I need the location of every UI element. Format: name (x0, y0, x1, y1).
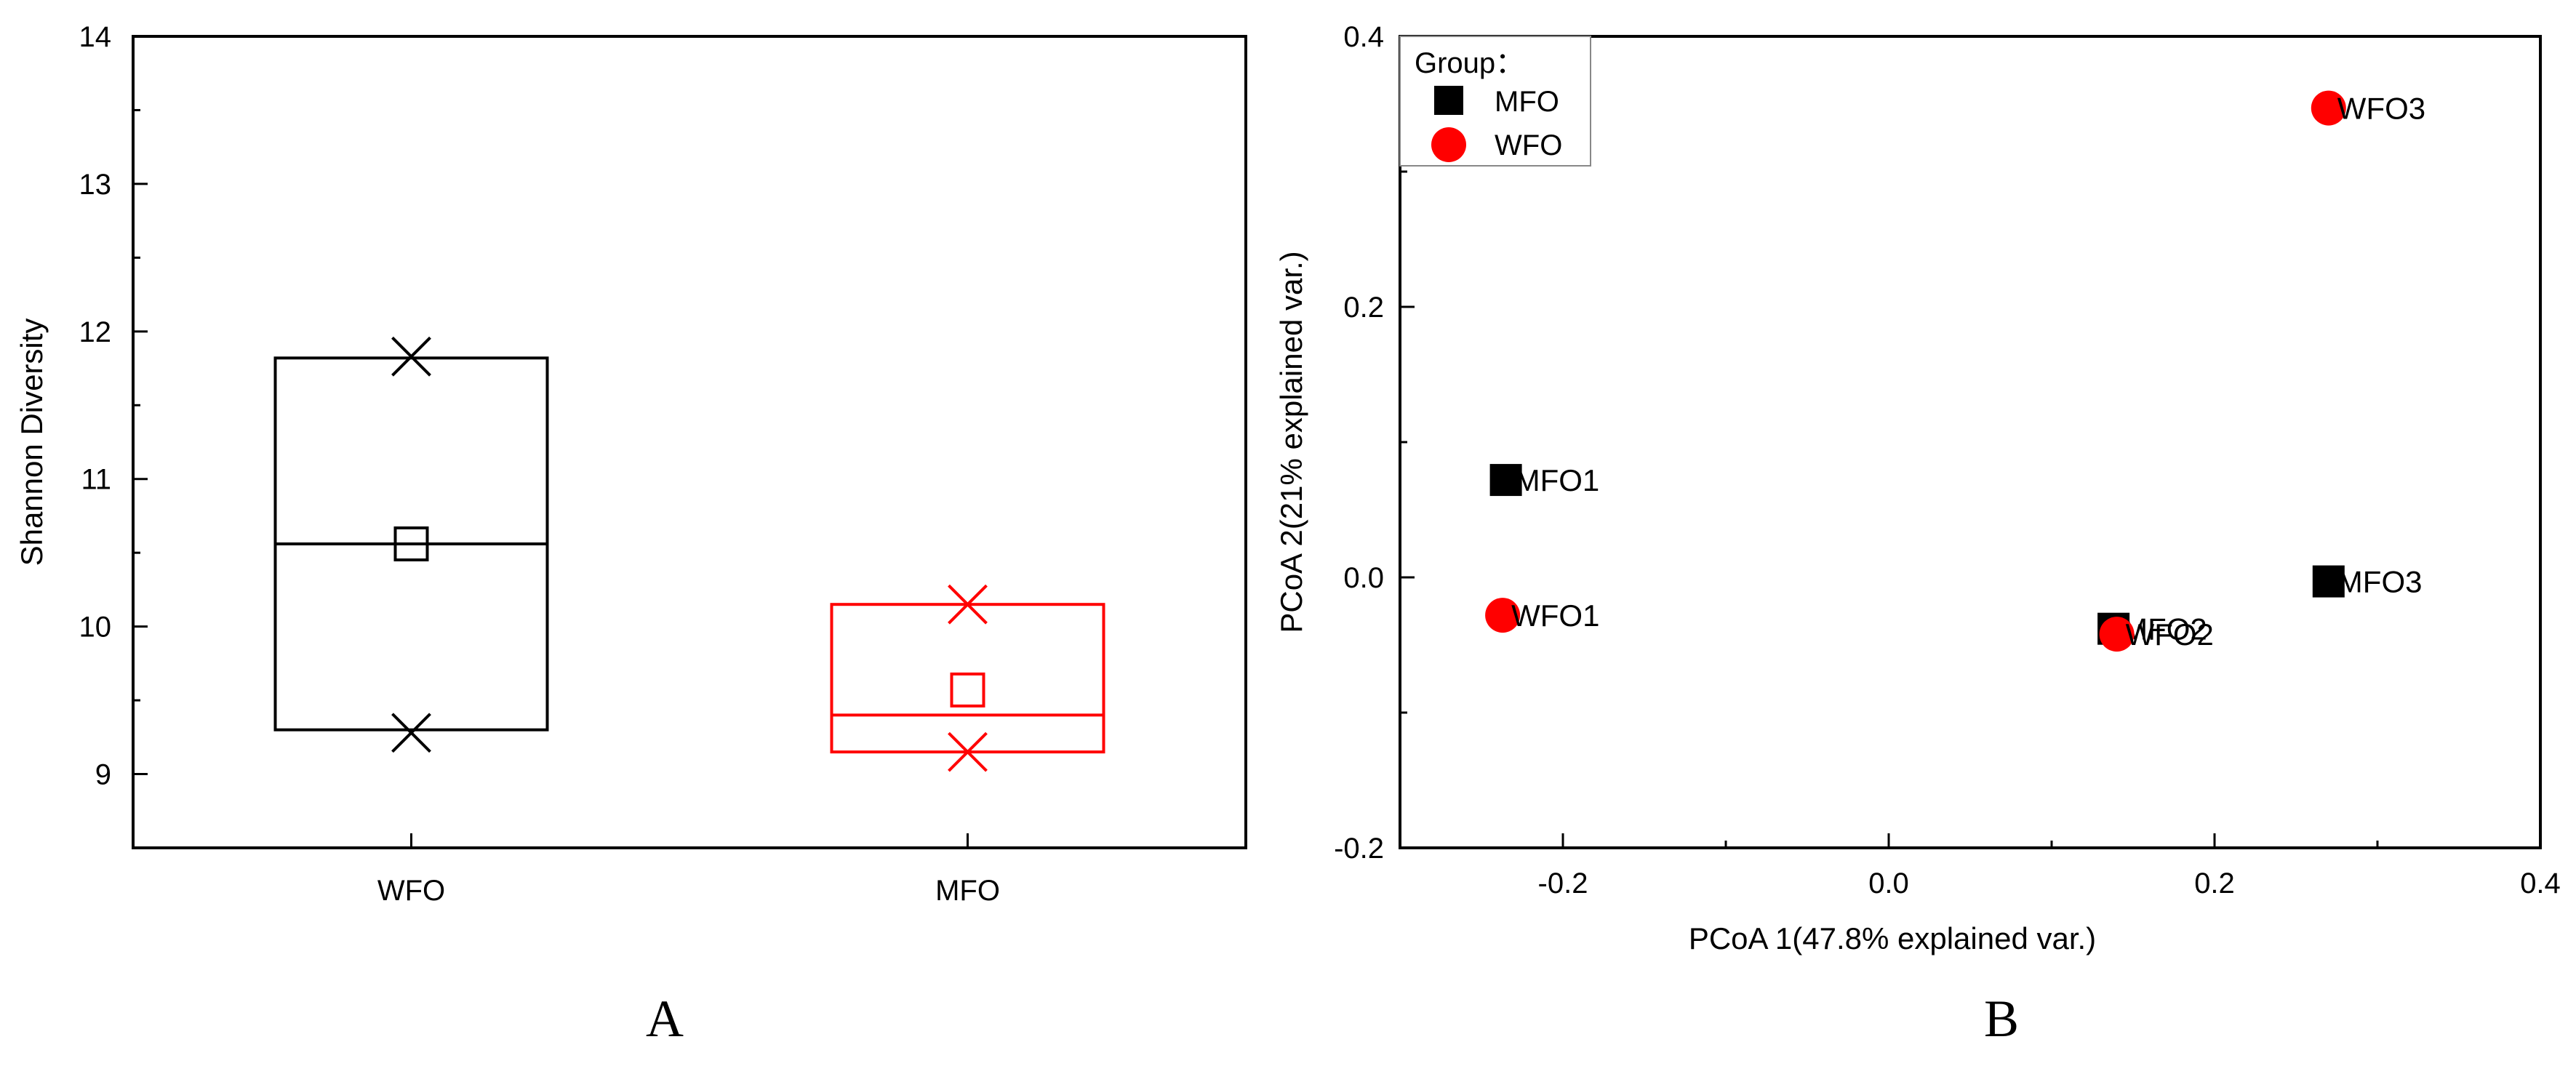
x-tick-label: 0.2 (2194, 867, 2235, 899)
plot-b-points: MFO1 MFO2 MFO3 WFO1 WFO2 WFO3 (1485, 90, 2425, 652)
point-label-wfo3: WFO3 (2337, 92, 2425, 126)
legend-label-wfo: WFO (1495, 129, 1562, 161)
point-label-mfo1: MFO1 (1515, 463, 1600, 497)
y-tick-label: 11 (81, 464, 111, 496)
plot-a-x-axis: WFO MFO (377, 833, 1000, 907)
max-marker (391, 336, 431, 377)
y-tick-label: 13 (79, 169, 112, 201)
y-tick-label: -0.2 (1334, 833, 1384, 865)
mean-marker (393, 526, 429, 562)
point-label-wfo2: WFO2 (2126, 617, 2214, 652)
cross-stroke (948, 732, 988, 772)
x-tick-label: MFO (935, 875, 1000, 907)
legend-marker-wfo (1431, 127, 1466, 162)
x-tick-label: WFO (377, 875, 445, 907)
panel-label-a: A (646, 990, 684, 1048)
y-tick-label: 0.2 (1343, 292, 1384, 324)
y-tick-label: 9 (95, 759, 111, 791)
legend-marker-mfo (1434, 86, 1463, 115)
point-label-mfo3: MFO3 (2337, 565, 2423, 599)
pcoa-scatter: -0.2 0.0 0.2 0.4 -0.2 0.0 0.2 0.4 MFO1 MFO2 MFO3… (1274, 21, 2561, 955)
point-mfo3 (2312, 565, 2345, 598)
y-tick-label: 12 (79, 316, 112, 348)
plot-a-boxes (273, 336, 1105, 772)
box-body (830, 603, 1105, 754)
panel-label-b: B (1984, 990, 2020, 1048)
cross-stroke (391, 336, 431, 377)
cross-stroke (391, 713, 431, 753)
box-mfo (830, 584, 1105, 772)
shannon-boxplot: 9 10 11 12 13 14 WFO MFO Shannon Diversity (15, 21, 1247, 907)
x-tick-label: 0.4 (2520, 867, 2561, 899)
plot-a-y-label: Shannon Diversity (15, 318, 49, 566)
y-tick-label: 0.0 (1343, 562, 1384, 594)
point-mfo1 (1489, 464, 1522, 497)
point-wfo1 (1485, 598, 1521, 633)
min-marker (391, 713, 431, 753)
y-tick-label: 10 (79, 612, 112, 644)
plot-b-y-axis: -0.2 0.0 0.2 0.4 (1334, 21, 1415, 865)
max-marker (948, 584, 988, 625)
box-wfo (273, 336, 549, 753)
plot-a-frame (132, 35, 1247, 849)
y-tick-label: 14 (79, 21, 112, 53)
plot-b-legend: Group： MFO WFO (1399, 36, 1591, 167)
x-tick-label: 0.0 (1868, 867, 1909, 899)
point-wfo3 (2311, 90, 2346, 126)
min-marker (948, 732, 988, 772)
point-label-wfo1: WFO1 (1511, 598, 1599, 633)
legend-label-mfo: MFO (1495, 86, 1559, 118)
y-tick-label: 0.4 (1343, 21, 1384, 53)
plot-b-y-label: PCoA 2(21% explained var.) (1274, 251, 1308, 633)
point-wfo2 (2099, 617, 2135, 652)
plot-b-x-label: PCoA 1(47.8% explained var.) (1689, 921, 2096, 955)
x-tick-label: -0.2 (1538, 867, 1588, 899)
plot-b-x-axis: -0.2 0.0 0.2 0.4 (1399, 833, 2561, 899)
legend-title: Group： (1415, 47, 1524, 79)
cross-stroke (948, 584, 988, 625)
plot-a-y-axis: 9 10 11 12 13 14 (79, 21, 148, 849)
point-label-mfo2: MFO2 (2122, 612, 2207, 646)
mean-marker (950, 672, 985, 708)
